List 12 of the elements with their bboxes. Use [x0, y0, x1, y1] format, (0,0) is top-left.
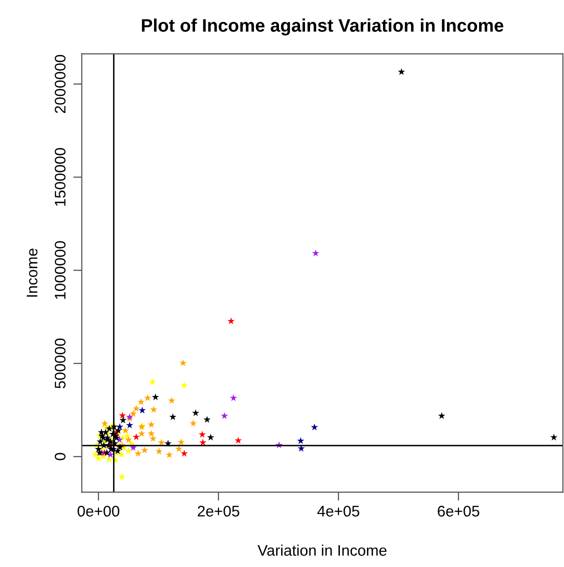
x-tick-label: 6e+05 — [438, 506, 480, 517]
y-tick-label: 500000 — [54, 338, 66, 388]
x-tick-label: 0e+00 — [78, 506, 120, 517]
y-tick-label: 1500000 — [54, 148, 66, 206]
x-tick-label: 2e+05 — [198, 506, 240, 517]
chart-title: Plot of Income against Variation in Income — [142, 18, 504, 36]
y-tick-label: 2000000 — [54, 54, 66, 114]
y-axis-title: Income — [26, 248, 38, 297]
y-tick-label: 1000000 — [54, 241, 66, 299]
x-axis-title: Variation in Income — [258, 544, 386, 556]
y-tick-label: 0 — [54, 452, 66, 460]
x-tick-label: 4e+05 — [317, 506, 360, 517]
